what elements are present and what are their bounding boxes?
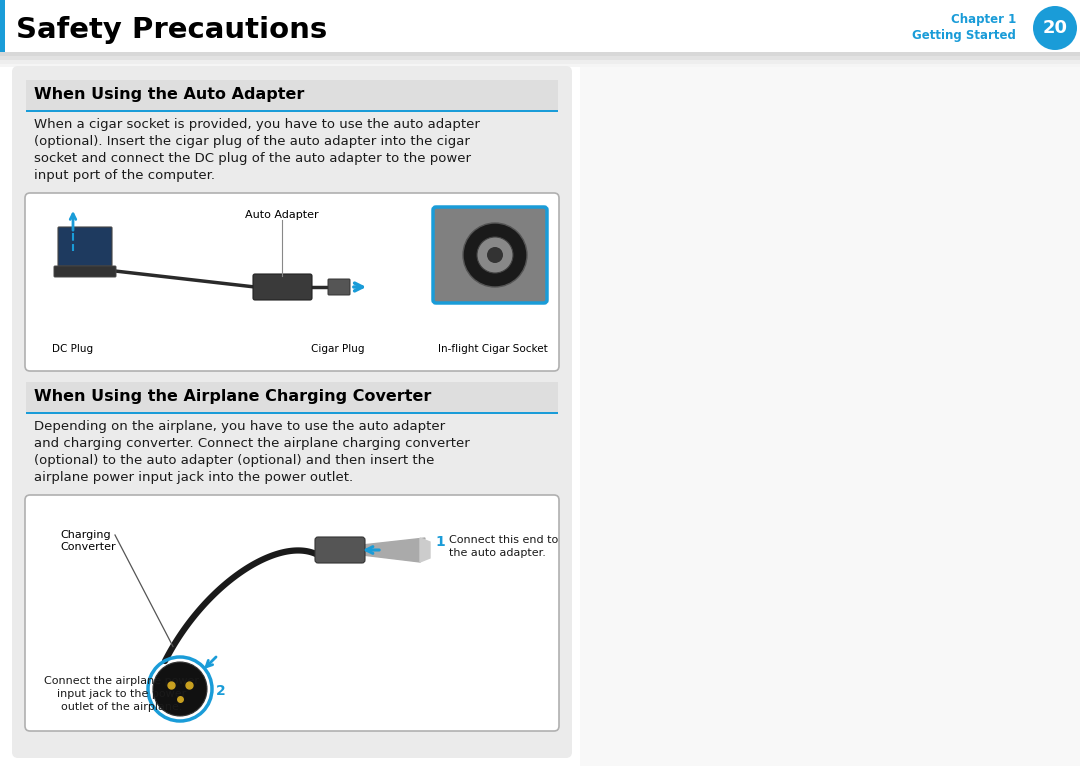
FancyBboxPatch shape	[25, 193, 559, 371]
Text: When Using the Airplane Charging Coverter: When Using the Airplane Charging Coverte…	[33, 389, 431, 404]
Bar	[26, 412, 558, 414]
Text: and charging converter. Connect the airplane charging converter: and charging converter. Connect the airp…	[33, 437, 470, 450]
FancyBboxPatch shape	[253, 274, 312, 300]
FancyBboxPatch shape	[328, 279, 350, 295]
Text: (optional). Insert the cigar plug of the auto adapter into the cigar: (optional). Insert the cigar plug of the…	[33, 135, 470, 148]
FancyBboxPatch shape	[26, 80, 558, 110]
FancyBboxPatch shape	[26, 382, 558, 412]
Text: (optional) to the auto adapter (optional) and then insert the: (optional) to the auto adapter (optional…	[33, 454, 434, 467]
Text: input port of the computer.: input port of the computer.	[33, 169, 215, 182]
Bar	[0, 0, 1080, 52]
Text: Auto Adapter: Auto Adapter	[245, 210, 319, 220]
Text: socket and connect the DC plug of the auto adapter to the power: socket and connect the DC plug of the au…	[33, 152, 471, 165]
Circle shape	[477, 237, 513, 273]
Bar	[0, 60, 1080, 64]
Text: 20: 20	[1042, 19, 1067, 37]
Text: Chapter 1: Chapter 1	[950, 14, 1016, 27]
Bar	[0, 64, 1080, 67]
FancyBboxPatch shape	[58, 227, 112, 266]
Text: Charging
Converter: Charging Converter	[60, 530, 116, 552]
Bar	[0, 52, 1080, 56]
Polygon shape	[420, 538, 430, 562]
Circle shape	[153, 662, 207, 716]
Text: When a cigar socket is provided, you have to use the auto adapter: When a cigar socket is provided, you hav…	[33, 118, 480, 131]
Circle shape	[1032, 6, 1077, 50]
Text: Cigar Plug: Cigar Plug	[311, 344, 365, 354]
Text: Safety Precautions: Safety Precautions	[16, 16, 327, 44]
Text: In-flight Cigar Socket: In-flight Cigar Socket	[438, 344, 548, 354]
FancyBboxPatch shape	[433, 207, 546, 303]
Text: airplane power input jack into the power outlet.: airplane power input jack into the power…	[33, 471, 353, 484]
Text: 1: 1	[435, 535, 445, 549]
Text: Depending on the airplane, you have to use the auto adapter: Depending on the airplane, you have to u…	[33, 420, 445, 433]
FancyBboxPatch shape	[315, 537, 365, 563]
Circle shape	[463, 223, 527, 287]
Bar	[0, 56, 1080, 60]
FancyBboxPatch shape	[12, 66, 572, 758]
FancyBboxPatch shape	[25, 495, 559, 731]
Text: 2: 2	[216, 684, 226, 698]
Circle shape	[487, 247, 503, 263]
Text: Connect the airplane power
input jack to the power
outlet of the airplane.: Connect the airplane power input jack to…	[44, 676, 200, 712]
Bar	[0, 0, 5, 52]
Text: Connect this end to
the auto adapter.: Connect this end to the auto adapter.	[449, 535, 558, 558]
Polygon shape	[362, 538, 426, 562]
Bar	[26, 110, 558, 112]
Text: When Using the Auto Adapter: When Using the Auto Adapter	[33, 87, 305, 103]
FancyBboxPatch shape	[54, 266, 116, 277]
Text: Getting Started: Getting Started	[913, 30, 1016, 42]
Text: DC Plug: DC Plug	[52, 344, 93, 354]
Bar	[580, 0, 1080, 766]
